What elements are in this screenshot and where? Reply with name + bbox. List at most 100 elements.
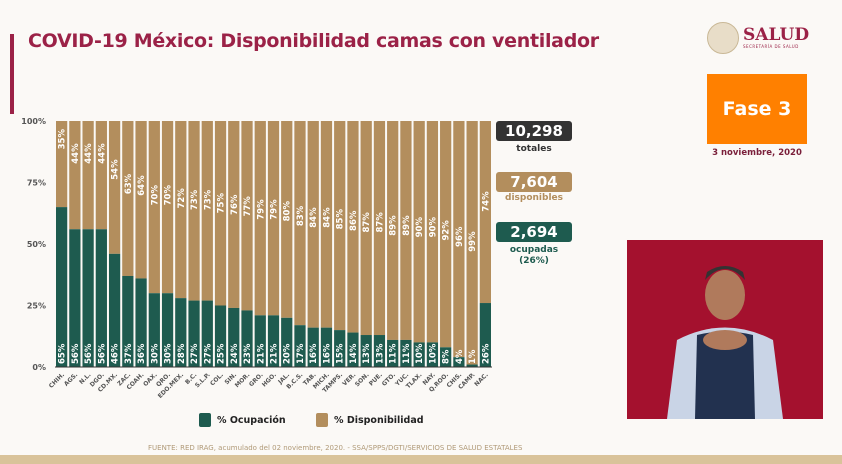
sign-language-interpreter-video: [627, 240, 823, 419]
bar-occupation: [426, 342, 439, 367]
bar-availability: [400, 121, 412, 340]
data-label-availability: 83%: [296, 205, 306, 226]
bar-availability: [466, 121, 478, 365]
data-label-availability: 76%: [230, 194, 240, 215]
bar-occupation: [135, 278, 147, 367]
data-label-availability: 73%: [203, 189, 213, 210]
data-label-availability: 72%: [177, 188, 187, 209]
bar-occupation: [387, 339, 399, 367]
bar-availability: [281, 121, 293, 318]
kpi-occupied: 2,694 ocupadas (26%): [496, 222, 572, 267]
data-label-occupation: 26%: [481, 343, 491, 364]
salud-logo: SALUD SECRETARÍA DE SALUD: [707, 22, 809, 54]
bar-occupation: [82, 229, 94, 367]
bar-availability: [320, 121, 333, 328]
bar-availability: [426, 121, 439, 343]
bar-availability: [347, 121, 359, 333]
bar-occupation: [241, 310, 253, 367]
page-title: COVID-19 México: Disponibilidad camas co…: [28, 30, 599, 52]
bar-occupation: [69, 229, 81, 367]
data-label-occupation: 11%: [389, 343, 399, 364]
kpi-total: 10,298 totales: [496, 121, 572, 155]
data-label-availability: 92%: [442, 220, 452, 241]
bar-availability: [161, 121, 174, 294]
data-label-availability: 87%: [362, 212, 372, 233]
data-label-occupation: 36%: [137, 343, 147, 364]
bar-occupation: [56, 207, 68, 367]
y-tick-label: 25%: [27, 302, 46, 311]
data-label-occupation: 21%: [270, 343, 280, 364]
bottom-strip: [0, 455, 842, 464]
data-label-availability: 70%: [150, 185, 160, 206]
x-tick-label: AGS.: [63, 371, 79, 387]
data-label-occupation: 46%: [111, 343, 121, 364]
data-label-occupation: 23%: [243, 343, 253, 364]
bar-availability: [479, 121, 491, 304]
data-label-availability: 77%: [243, 196, 253, 217]
data-label-availability: 96%: [455, 226, 465, 247]
data-label-availability: 89%: [402, 215, 412, 236]
data-label-availability: 90%: [415, 217, 425, 238]
data-label-occupation: 27%: [190, 343, 200, 364]
x-tick-label: CHIH.: [48, 371, 66, 389]
bar-occupation: [453, 357, 465, 367]
bar-occupation: [281, 317, 293, 367]
data-label-occupation: 16%: [322, 343, 332, 364]
bar-availability: [360, 121, 372, 336]
bar-availability: [440, 121, 452, 348]
bar-availability: [373, 121, 386, 336]
data-label-availability: 89%: [389, 215, 399, 236]
x-tick-label: NAC.: [473, 371, 490, 388]
bar-availability: [228, 121, 240, 308]
x-tick-label: HGO.: [261, 371, 278, 388]
data-label-availability: 90%: [428, 217, 438, 238]
bar-occupation: [161, 293, 174, 367]
data-label-availability: 87%: [375, 212, 385, 233]
data-label-occupation: 27%: [203, 343, 213, 364]
x-tick-label: GTO.: [381, 371, 397, 387]
data-label-availability: 54%: [111, 159, 121, 180]
data-label-occupation: 10%: [428, 343, 438, 364]
kpi-occupied-label: ocupadas: [509, 245, 559, 255]
kpi-occupied-value: 2,694: [496, 222, 572, 242]
data-label-occupation: 1%: [468, 349, 478, 364]
y-tick-label: 50%: [27, 240, 46, 249]
data-label-occupation: 14%: [349, 343, 359, 364]
data-label-occupation: 25%: [217, 343, 227, 364]
data-label-occupation: 20%: [283, 343, 293, 364]
bar-availability: [201, 121, 213, 301]
x-tick-label: MOR.: [234, 371, 252, 389]
data-label-occupation: 4%: [455, 349, 465, 364]
bar-occupation: [267, 315, 280, 367]
bar-occupation: [122, 275, 134, 367]
data-label-occupation: 30%: [164, 343, 174, 364]
bar-availability: [334, 121, 346, 331]
logo-subtext: SECRETARÍA DE SALUD: [743, 44, 799, 49]
bar-occupation: [413, 342, 425, 367]
kpi-total-label: totales: [516, 144, 552, 154]
report-date: 3 noviembre, 2020: [712, 148, 802, 158]
data-label-occupation: 10%: [415, 343, 425, 364]
bar-availability: [175, 121, 187, 299]
data-label-availability: 63%: [124, 173, 134, 194]
legend-swatch-occupation: [199, 413, 211, 427]
bar-availability: [108, 121, 121, 254]
source-note: FUENTE: RED IRAG, acumulado del 02 novie…: [148, 444, 523, 452]
bar-availability: [56, 121, 68, 208]
bar-availability: [267, 121, 280, 316]
data-label-occupation: 11%: [402, 343, 412, 364]
kpi-available: 7,604 disponibles: [496, 172, 572, 204]
bar-availability: [453, 121, 465, 358]
bar-occupation: [440, 347, 452, 367]
bar-occupation: [400, 339, 412, 367]
bar-occupation: [254, 315, 266, 367]
bar-occupation: [108, 253, 121, 367]
bar-availability: [387, 121, 399, 340]
data-label-availability: 44%: [97, 143, 107, 164]
legend-availability: % Disponibilidad: [316, 413, 424, 427]
bar-availability: [294, 121, 306, 326]
data-label-occupation: 65%: [58, 343, 68, 364]
bar-availability: [214, 121, 227, 306]
data-label-occupation: 28%: [177, 343, 187, 364]
legend-swatch-availability: [316, 413, 328, 427]
